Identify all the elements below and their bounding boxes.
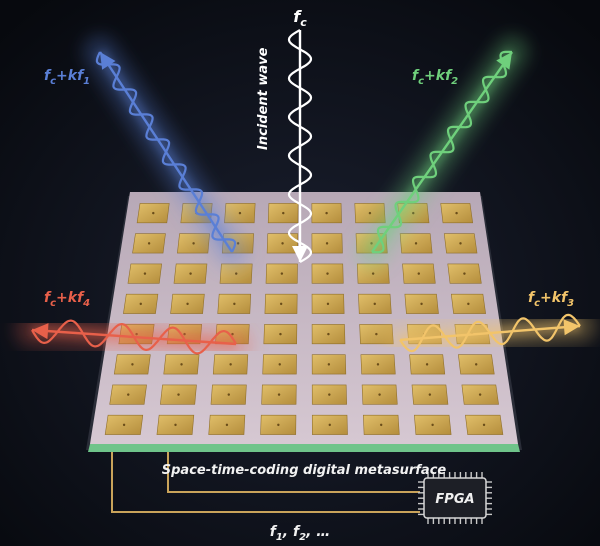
fpga-label: FPGA: [435, 492, 474, 507]
via-dot: [327, 363, 331, 366]
via-dot: [431, 423, 434, 427]
beam4-arrowhead: [32, 323, 49, 340]
beam1-arrowhead: [100, 52, 116, 70]
metasurface-caption: Space-time-coding digital metasurface: [162, 463, 447, 478]
labels: fc Incident wave fc+kf1 fc+kf2 fc+kf3 fc…: [44, 7, 574, 543]
via-dot: [328, 393, 331, 396]
beam4-axis: [31, 328, 237, 346]
via-dot: [368, 211, 372, 215]
via-dot: [425, 363, 429, 366]
beam4-label: fc+kf4: [44, 290, 90, 309]
via-dot: [131, 363, 134, 366]
via-dot: [379, 423, 383, 427]
via-dot: [371, 272, 375, 275]
via-dot: [192, 242, 195, 245]
via-dot: [277, 423, 280, 427]
via-dot: [376, 363, 380, 366]
via-dot: [227, 393, 230, 396]
via-dot: [238, 211, 242, 215]
chip-icon: FPGA: [418, 472, 492, 524]
via-dot: [482, 423, 486, 427]
via-dot: [122, 423, 126, 427]
via-dot: [233, 302, 236, 306]
beam1-axis: [98, 51, 234, 253]
via-dot: [478, 393, 482, 396]
beam3-label: fc+kf3: [528, 290, 574, 309]
via-dot: [186, 302, 189, 306]
via-dot: [327, 332, 330, 336]
via-dot: [280, 272, 284, 275]
via-dot: [143, 272, 147, 275]
via-dot: [378, 393, 381, 396]
via-dot: [459, 242, 462, 245]
via-dot: [147, 242, 151, 245]
beam2-label: fc+kf2: [412, 68, 458, 87]
substrate: [90, 192, 518, 444]
via-dot: [229, 363, 232, 366]
via-dot: [373, 302, 376, 306]
via-dot: [139, 302, 142, 306]
via-dot: [277, 393, 281, 396]
via-dot: [278, 363, 281, 366]
fpga-chip-body: [423, 477, 487, 519]
via-dot: [375, 332, 378, 336]
via-dot: [325, 242, 329, 245]
via-dot: [474, 363, 478, 366]
via-dot: [180, 363, 183, 366]
via-dot: [414, 242, 418, 245]
via-dot: [235, 272, 238, 275]
via-dot: [225, 423, 229, 427]
ground-layer: [88, 444, 520, 452]
via-dot: [127, 393, 130, 396]
via-dot: [325, 211, 328, 215]
beam3-arrowhead: [563, 319, 580, 336]
beam1-label: fc+kf1: [44, 68, 90, 87]
via-dot: [326, 302, 330, 306]
incident-wave-label: Incident wave: [256, 47, 271, 150]
cable-1: [111, 452, 420, 513]
via-dot: [174, 423, 177, 427]
via-dot: [455, 211, 458, 215]
beam2-axis: [371, 51, 513, 253]
coding-frequencies-label: f1, f2, …: [270, 524, 331, 543]
via-dot: [417, 272, 420, 275]
via-dot: [279, 302, 283, 306]
incident-beam-arrowhead: [292, 246, 308, 262]
incident-freq-label: fc: [293, 7, 307, 29]
via-dot: [152, 211, 155, 215]
via-dot: [189, 272, 192, 275]
control-cables: [111, 452, 420, 513]
via-dot: [420, 302, 423, 306]
cable-2: [167, 452, 420, 493]
via-dot: [463, 272, 466, 275]
beam2-arrowhead: [496, 52, 512, 70]
beam3-axis: [399, 324, 581, 342]
wave-lines: [31, 29, 581, 355]
via-dot: [177, 393, 180, 396]
via-dot: [428, 393, 432, 396]
via-dot: [279, 332, 282, 336]
via-dot: [328, 423, 331, 427]
via-dot: [467, 302, 470, 306]
via-dot: [326, 272, 329, 275]
